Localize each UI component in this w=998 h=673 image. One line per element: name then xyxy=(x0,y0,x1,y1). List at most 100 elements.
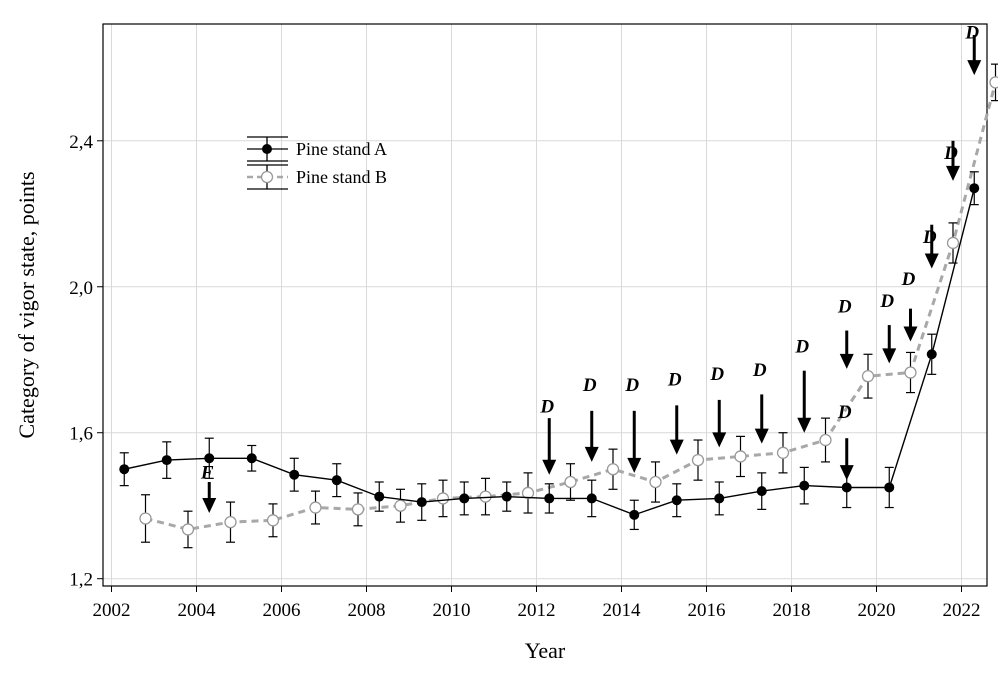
data-point xyxy=(586,493,597,504)
data-point xyxy=(204,453,215,464)
data-point xyxy=(521,486,535,500)
annotation-arrowhead xyxy=(584,446,599,462)
plot-area-frame xyxy=(102,23,988,587)
annotation-d: D xyxy=(752,360,769,444)
series-group xyxy=(119,63,998,549)
annotation-arrowhead xyxy=(754,428,769,444)
data-point xyxy=(989,76,998,89)
annotation-d: D xyxy=(837,296,854,369)
annotation-label: D xyxy=(901,269,916,290)
annotation-d: D xyxy=(667,369,684,455)
data-point xyxy=(544,493,555,504)
legend-label-b: Pine stand B xyxy=(296,167,387,187)
x-tick-label: 2006 xyxy=(263,600,301,621)
y-tick-label: 2,0 xyxy=(69,278,93,299)
legend-marker-b xyxy=(260,170,274,184)
annotation-arrowhead xyxy=(669,439,684,455)
annotation-arrowhead xyxy=(542,459,557,475)
annotation-d: D xyxy=(879,291,897,364)
annotation-label: D xyxy=(964,23,979,44)
data-point xyxy=(436,492,450,505)
y-axis-title: Category of vigor state, points xyxy=(14,171,39,438)
annotation-d: D xyxy=(837,402,854,481)
x-tick-label: 2004 xyxy=(178,600,217,621)
annotation-label: D xyxy=(837,402,852,423)
annotation-label: D xyxy=(922,227,937,248)
grid xyxy=(103,24,987,586)
annotation-arrowhead xyxy=(967,60,982,76)
annotation-label: D xyxy=(837,296,852,317)
annotation-f: F xyxy=(200,462,217,514)
data-point xyxy=(841,482,852,493)
data-point xyxy=(714,493,725,504)
annotation-label: D xyxy=(539,397,554,418)
annotation-d: D xyxy=(901,269,918,342)
x-tick-label: 2002 xyxy=(93,600,131,621)
annotation-arrowhead xyxy=(839,465,854,481)
data-point xyxy=(649,475,662,489)
x-tick-label: 2018 xyxy=(773,600,811,621)
data-point xyxy=(374,491,385,502)
x-tick-label: 2016 xyxy=(688,600,726,621)
data-point xyxy=(734,450,747,463)
data-point xyxy=(861,370,875,383)
series-pine-stand-a xyxy=(119,171,980,531)
data-point xyxy=(266,514,280,527)
data-point xyxy=(161,455,172,466)
y-axis: 1,2 1,6 2,0 2,4 xyxy=(69,132,103,591)
annotation-arrowhead xyxy=(946,165,960,181)
data-point xyxy=(606,463,620,476)
annotation-d: D xyxy=(964,23,982,76)
legend-entry-pine-stand-b: Pine stand B xyxy=(247,164,387,190)
data-point xyxy=(884,482,895,493)
x-tick-label: 2014 xyxy=(603,600,642,621)
legend-label-a: Pine stand A xyxy=(296,139,387,159)
data-point xyxy=(331,475,342,486)
data-point xyxy=(904,366,917,379)
data-point xyxy=(309,501,322,514)
data-point xyxy=(799,480,810,491)
data-point xyxy=(224,515,237,529)
data-point xyxy=(819,433,832,447)
data-point xyxy=(351,503,365,516)
annotation-arrowhead xyxy=(797,417,812,433)
annotation-d: D xyxy=(922,224,939,269)
series-pine-stand-b xyxy=(139,63,998,549)
annotation-d: D xyxy=(794,336,812,433)
data-point xyxy=(756,486,767,497)
x-tick-label: 2020 xyxy=(858,600,896,621)
annotation-arrowhead xyxy=(924,253,939,269)
annotation-label: D xyxy=(752,360,767,381)
annotation-d: D xyxy=(582,375,599,462)
annotation-arrowhead xyxy=(839,353,854,369)
y-tick-label: 1,2 xyxy=(69,570,93,591)
annotation-arrowhead xyxy=(712,432,727,448)
y-tick-label: 2,4 xyxy=(69,132,93,153)
annotation-label: D xyxy=(709,364,724,385)
x-tick-label: 2012 xyxy=(518,600,556,621)
x-tick-label: 2010 xyxy=(433,600,471,621)
annotation-arrowhead xyxy=(903,326,918,342)
annotation-d: D xyxy=(624,375,642,473)
annotation-label: D xyxy=(624,375,639,396)
annotation-label: D xyxy=(943,143,958,164)
series-line xyxy=(145,82,997,531)
data-point xyxy=(479,490,492,503)
annotation-label: D xyxy=(879,291,894,312)
data-point xyxy=(671,495,682,506)
data-point xyxy=(459,493,470,504)
data-point xyxy=(629,509,640,520)
annotation-label: D xyxy=(794,336,809,357)
x-axis-title: Year xyxy=(525,638,566,663)
annotation-arrowhead xyxy=(627,457,642,473)
data-point xyxy=(139,512,152,525)
annotation-d: D xyxy=(709,364,727,448)
data-point xyxy=(119,464,130,475)
data-point xyxy=(969,183,980,194)
data-point xyxy=(394,499,407,512)
legend-marker-a xyxy=(262,144,272,154)
annotation-d: D xyxy=(539,397,557,475)
x-axis: 2002 2004 2006 2008 2010 2012 2014 2016 2018 2020… xyxy=(93,586,981,621)
annotation-label: D xyxy=(667,369,682,390)
annotation-label: F xyxy=(200,462,214,483)
